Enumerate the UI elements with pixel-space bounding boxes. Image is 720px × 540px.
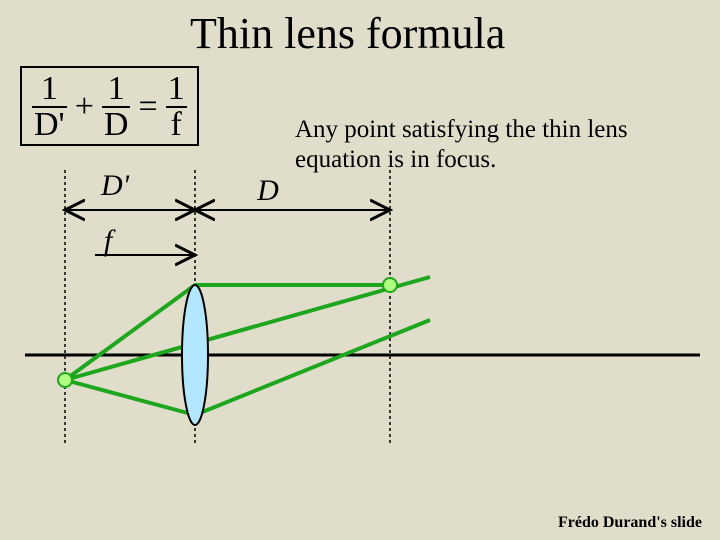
- frac1-num: 1: [39, 72, 60, 106]
- plus-op: +: [73, 88, 96, 126]
- label-d-prime: D': [100, 169, 130, 202]
- frac1-den: D': [32, 108, 67, 142]
- lens-diagram: D' D f: [0, 155, 720, 455]
- eq-op: =: [136, 88, 159, 126]
- frac3-den: f: [168, 108, 183, 142]
- frac2-num: 1: [106, 72, 127, 106]
- label-f: f: [104, 224, 116, 257]
- fraction-1: 1 D': [32, 72, 67, 142]
- page-title: Thin lens formula: [190, 8, 505, 59]
- fraction-3: 1 f: [166, 72, 187, 142]
- image-point: [383, 278, 397, 292]
- fraction-2: 1 D: [102, 72, 131, 142]
- formula-box: 1 D' + 1 D = 1 f: [20, 66, 199, 146]
- object-point: [58, 373, 72, 387]
- thin-lens-formula: 1 D' + 1 D = 1 f: [32, 72, 187, 142]
- frac2-den: D: [102, 108, 131, 142]
- frac3-num: 1: [166, 72, 187, 106]
- ray-lower: [65, 380, 195, 415]
- label-d: D: [256, 174, 279, 207]
- lens-shape: [182, 285, 208, 425]
- slide-credit: Frédo Durand's slide: [558, 514, 702, 532]
- ray-chief: [65, 277, 430, 380]
